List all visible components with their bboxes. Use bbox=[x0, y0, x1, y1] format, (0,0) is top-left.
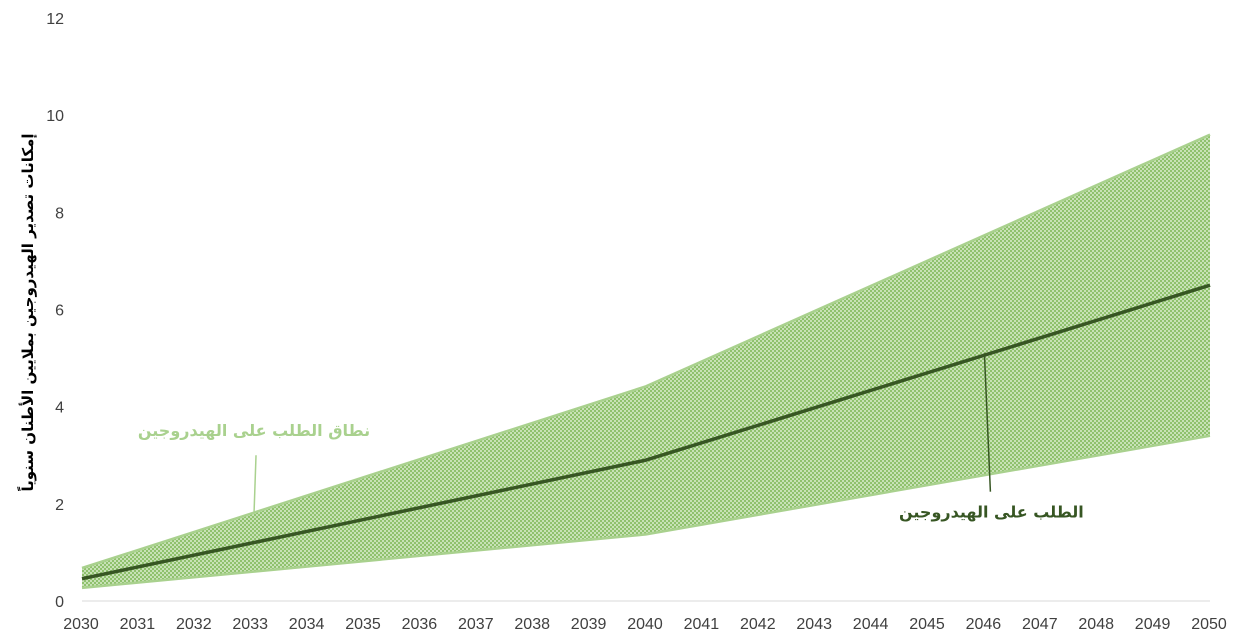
x-tick-label: 2032 bbox=[176, 616, 212, 633]
y-axis-ticks: 0 2 4 6 8 10 12 bbox=[46, 11, 64, 611]
x-tick-label: 2031 bbox=[120, 616, 156, 633]
y-tick-label: 12 bbox=[46, 11, 64, 28]
band-upper-edge bbox=[81, 133, 1211, 570]
x-tick-label: 2030 bbox=[63, 616, 99, 633]
demand-range-band bbox=[81, 133, 1211, 590]
x-tick-label: 2035 bbox=[345, 616, 381, 633]
y-tick-label: 6 bbox=[55, 303, 64, 320]
x-tick-label: 2033 bbox=[232, 616, 268, 633]
x-tick-label: 2049 bbox=[1135, 616, 1171, 633]
annotation-line-label: الطلب على الهيدروجين bbox=[899, 502, 1084, 521]
band-area bbox=[82, 134, 1210, 588]
x-tick-label: 2037 bbox=[458, 616, 494, 633]
x-tick-label: 2047 bbox=[1022, 616, 1058, 633]
y-axis-label: إمكانات تصدير الهيدروجين بملايين الأطنان… bbox=[17, 133, 37, 491]
y-tick-label: 4 bbox=[55, 400, 64, 417]
demand-line-layer bbox=[81, 283, 1211, 581]
y-tick-label: 2 bbox=[55, 497, 64, 514]
x-tick-label: 2043 bbox=[796, 616, 832, 633]
annotation-leader-line bbox=[983, 353, 992, 492]
x-tick-label: 2034 bbox=[289, 616, 325, 633]
band-lower-edge bbox=[81, 434, 1211, 590]
x-tick-label: 2048 bbox=[1078, 616, 1114, 633]
x-tick-label: 2039 bbox=[571, 616, 607, 633]
x-tick-label: 2042 bbox=[740, 616, 776, 633]
annotation-leader-range bbox=[253, 455, 257, 514]
y-tick-label: 0 bbox=[55, 594, 64, 611]
x-tick-label: 2036 bbox=[402, 616, 438, 633]
x-tick-label: 2041 bbox=[684, 616, 720, 633]
x-tick-label: 2044 bbox=[853, 616, 889, 633]
y-tick-label: 10 bbox=[46, 108, 64, 125]
x-axis-ticks: 2030 2031 2032 2033 2034 2035 2036 2037 2038 2039… bbox=[63, 616, 1227, 633]
x-tick-label: 2038 bbox=[514, 616, 550, 633]
y-tick-label: 8 bbox=[55, 205, 64, 222]
x-tick-label: 2045 bbox=[909, 616, 945, 633]
x-tick-label: 2050 bbox=[1191, 616, 1227, 633]
demand-line bbox=[81, 283, 1211, 581]
x-tick-label: 2046 bbox=[966, 616, 1002, 633]
annotation-range-label: نطاق الطلب على الهيدروجين bbox=[138, 421, 370, 440]
x-tick-label: 2040 bbox=[627, 616, 663, 633]
